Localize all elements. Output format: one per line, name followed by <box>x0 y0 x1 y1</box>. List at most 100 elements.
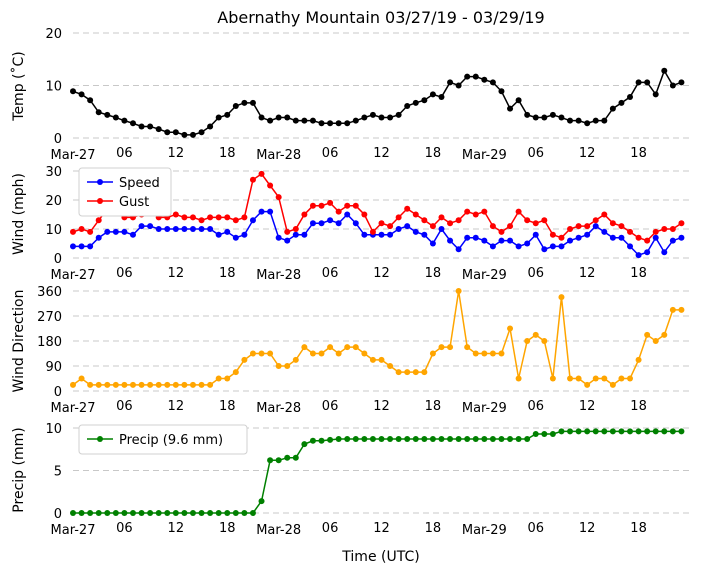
wind-data-point <box>678 220 685 227</box>
temp-data-point <box>78 91 85 98</box>
wind-data-point <box>438 226 445 232</box>
precip-data-point <box>70 510 76 516</box>
precip-data-point <box>369 436 376 443</box>
precip-data-point <box>515 436 522 443</box>
direction-data-point <box>507 325 514 332</box>
precip-x-tick-label: Mar-29 <box>462 523 507 538</box>
direction-data-point <box>481 350 488 357</box>
precip-data-point <box>249 510 256 516</box>
wind-data-point <box>198 226 205 232</box>
temp-data-point <box>327 120 334 127</box>
wind-data-point <box>644 237 651 244</box>
wind-data-point <box>464 208 471 215</box>
wind-data-point <box>249 217 256 224</box>
precip-data-point <box>267 457 274 464</box>
temp-data-point <box>472 73 479 80</box>
wind-legend-label: Speed <box>119 176 160 191</box>
wind-data-point <box>669 237 676 244</box>
temp-data-point <box>361 114 368 121</box>
wind-data-point <box>232 217 239 224</box>
temp-data-point <box>541 114 548 121</box>
direction-data-point <box>464 344 471 351</box>
wind-data-point <box>275 234 282 241</box>
wind-x-tick-label: 18 <box>630 266 647 281</box>
wind-data-point <box>592 217 599 224</box>
direction-y-axis-label: Wind Direction <box>11 290 27 393</box>
precip-data-point <box>609 428 616 435</box>
wind-data-point <box>412 211 419 218</box>
precip-data-point <box>172 510 179 516</box>
temp-data-point <box>309 117 316 124</box>
direction-data-point <box>129 381 136 388</box>
temp-data-point <box>352 117 359 124</box>
chart-title: Abernathy Mountain 03/27/19 - 03/29/19 <box>217 8 544 27</box>
temp-data-point <box>447 79 454 86</box>
temp-data-point <box>301 117 308 124</box>
panel-wind-direction: 0 90 180 270 360 Wind Direction Mar-27 06 12 18 Ma… <box>11 285 690 416</box>
direction-data-point <box>429 350 436 357</box>
temp-data-point <box>575 117 582 124</box>
precip-data-point <box>464 436 471 443</box>
wind-data-point <box>609 220 616 227</box>
wind-data-point <box>635 234 642 241</box>
direction-data-point <box>635 356 642 363</box>
wind-data-point <box>464 234 471 241</box>
precip-data-point <box>524 436 531 443</box>
precip-data-point <box>112 510 119 516</box>
precip-x-tick-label: 18 <box>219 521 236 536</box>
precip-data-point <box>489 436 496 443</box>
wind-data-point <box>481 208 488 215</box>
wind-data-point <box>87 243 94 250</box>
temp-data-point <box>627 94 634 101</box>
wind-legend-label: Gust <box>119 195 149 210</box>
precip-data-point <box>378 436 385 443</box>
wind-data-point <box>172 226 179 232</box>
direction-x-tick-label: 18 <box>630 399 647 414</box>
wind-data-point <box>258 208 265 215</box>
wind-data-point <box>164 226 171 232</box>
precip-data-point <box>644 428 651 435</box>
wind-data-point <box>378 231 385 238</box>
wind-data-point <box>404 223 411 230</box>
precip-data-point <box>455 436 462 443</box>
direction-data-point <box>207 381 214 388</box>
wind-data-point <box>352 202 359 209</box>
precip-data-point <box>241 510 248 516</box>
precip-data-point <box>472 436 479 443</box>
temp-data-point <box>249 99 256 106</box>
wind-data-point <box>618 234 625 241</box>
wind-data-point <box>87 228 94 235</box>
precip-data-point <box>198 510 205 516</box>
temp-x-tick-label: 12 <box>579 146 596 161</box>
wind-data-point <box>584 231 591 238</box>
temp-data-point <box>618 99 625 106</box>
temp-x-tick-label: 12 <box>373 146 390 161</box>
precip-data-point <box>669 428 676 435</box>
wind-data-point <box>181 214 188 221</box>
precip-data-point <box>395 436 402 443</box>
wind-data-point <box>378 220 385 227</box>
wind-y-tick-label: 20 <box>45 194 62 209</box>
wind-data-point <box>301 211 308 218</box>
direction-data-point <box>352 344 359 351</box>
wind-data-point <box>532 231 539 238</box>
precip-data-point <box>284 454 291 461</box>
direction-data-point <box>327 344 334 351</box>
wind-data-point <box>541 246 548 253</box>
wind-data-point <box>344 211 351 218</box>
temp-data-point <box>429 91 436 98</box>
wind-data-point <box>215 231 222 238</box>
direction-y-tick-label: 360 <box>37 285 62 300</box>
wind-data-point <box>275 194 282 201</box>
wind-data-point <box>558 234 565 241</box>
temp-x-tick-label: 18 <box>630 146 647 161</box>
direction-data-point <box>87 381 94 388</box>
temp-x-tick-label: Mar-28 <box>256 148 301 163</box>
wind-data-point <box>318 220 325 227</box>
wind-data-point <box>309 202 316 209</box>
wind-data-point <box>241 214 248 221</box>
direction-data-point <box>292 356 299 363</box>
direction-data-point <box>70 381 76 388</box>
precip-data-point <box>421 436 428 443</box>
temp-data-point <box>258 114 265 121</box>
